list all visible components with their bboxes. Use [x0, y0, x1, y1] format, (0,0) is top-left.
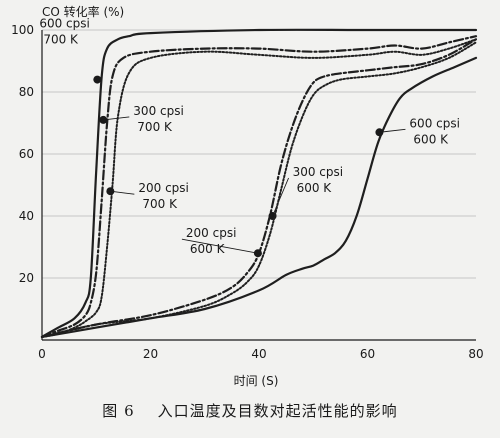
y-tick-label-40: 40	[19, 209, 34, 223]
series-marker-6	[375, 128, 384, 137]
annotation-leader-6	[379, 128, 406, 133]
x-axis-label: 时间 (S)	[234, 374, 279, 388]
y-axis-label: CO 转化率 (%)	[42, 4, 124, 19]
series-marker-5	[253, 249, 262, 258]
annotation-label-5-line2: 600 K	[190, 242, 226, 256]
annotation-leader-4	[272, 177, 289, 217]
x-tick-label-40: 40	[251, 347, 266, 361]
x-tick-label-60: 60	[360, 347, 375, 361]
series-line-3	[41, 38, 477, 338]
y-tick-label-60: 60	[19, 147, 34, 161]
plot-area: 20 40 60 80 100 0 20 40 60 80 600 cpsi 700 K 300 cps…	[11, 17, 484, 361]
figure-caption: 图 6 入口温度及目数对起活性能的影响	[102, 402, 397, 420]
annotation-label-5-line1: 200 cpsi	[186, 226, 237, 240]
series-line-6	[40, 56, 478, 338]
series-line-2	[40, 35, 478, 338]
series-marker-3	[106, 187, 115, 196]
series-line-4	[40, 38, 478, 338]
y-tick-label-20: 20	[19, 271, 34, 285]
annotation-leader-3	[110, 190, 135, 195]
x-tick-label-20: 20	[143, 347, 158, 361]
annotation-label-6-line1: 600 cpsi	[409, 116, 460, 130]
annotation-label-4-line1: 300 cpsi	[293, 165, 344, 179]
y-tick-label-100: 100	[11, 23, 34, 37]
annotation-label-3-line1: 200 cpsi	[138, 181, 189, 195]
annotation-label-1-line2: 700 K	[43, 33, 79, 47]
x-tick-label-80: 80	[468, 347, 483, 361]
annotation-label-2-line1: 300 cpsi	[133, 104, 184, 118]
annotation-leader-5	[181, 238, 258, 254]
series-marker-2	[99, 115, 108, 124]
series-line-1	[40, 28, 478, 338]
annotation-label-2-line2: 700 K	[137, 120, 173, 134]
y-tick-label-80: 80	[19, 85, 34, 99]
series-marker-1	[93, 75, 102, 84]
annotation-label-6-line2: 600 K	[413, 132, 449, 146]
annotation-label-4-line2: 600 K	[297, 181, 333, 195]
annotation-leader-2	[103, 116, 130, 121]
series-line-5	[41, 41, 477, 338]
annotation-label-3-line2: 700 K	[142, 197, 178, 211]
annotation-label-1-line1: 600 cpsi	[39, 17, 90, 31]
x-tick-label-0: 0	[38, 347, 46, 361]
